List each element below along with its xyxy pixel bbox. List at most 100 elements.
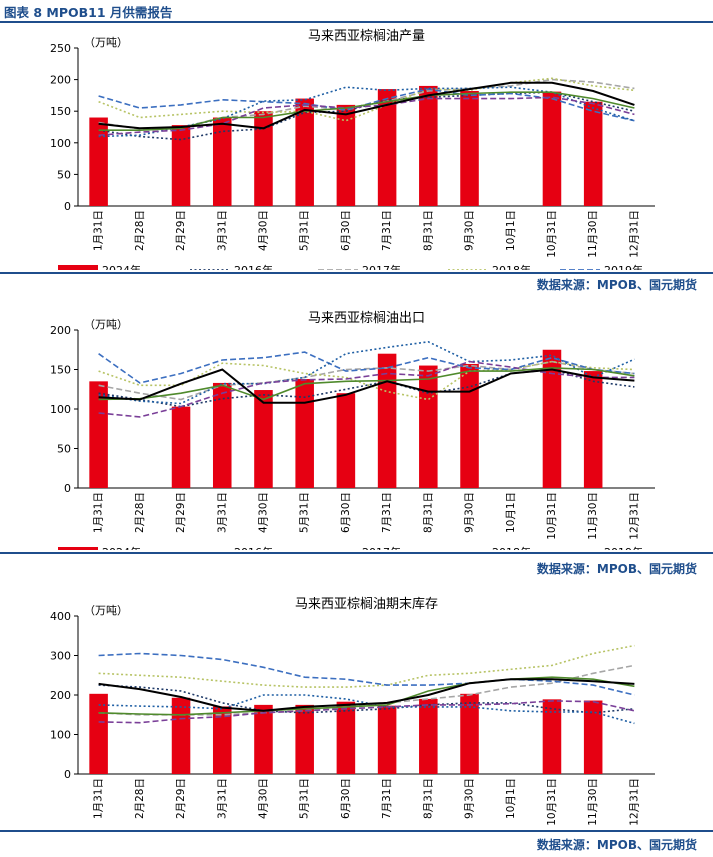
chart-ending-stocks: 马来西亚棕榈油期末库存 （万吨） 0 100 200 300 400 1月31日 2月28日 2月… bbox=[50, 596, 655, 826]
y-tick-label: 0 bbox=[64, 768, 71, 781]
series-line-2019 bbox=[98, 652, 635, 696]
bar-2024 bbox=[419, 85, 438, 206]
bar-2024 bbox=[89, 381, 108, 488]
series-line-2019 bbox=[98, 351, 635, 384]
x-tick-label: 11月30日 bbox=[587, 210, 599, 258]
bar-2024 bbox=[254, 390, 273, 488]
y-tick-label: 200 bbox=[50, 689, 71, 702]
x-tick-label: 4月30日 bbox=[257, 492, 269, 533]
y-tick-label: 250 bbox=[50, 42, 71, 55]
x-tick-label: 2月29日 bbox=[175, 778, 187, 819]
y-axis-unit-label: （万吨） bbox=[84, 36, 128, 49]
source-note-1: 数据来源：MPOB、国元期货 bbox=[536, 278, 697, 292]
x-tick-label: 5月31日 bbox=[299, 492, 311, 533]
bar-2024 bbox=[336, 701, 356, 774]
legend-label: 2017年 bbox=[362, 263, 401, 270]
x-tick-label: 6月30日 bbox=[340, 778, 352, 819]
x-tick-label: 1月31日 bbox=[93, 778, 105, 819]
x-tick-label: 9月30日 bbox=[464, 492, 476, 533]
x-tick-label: 10月31日 bbox=[546, 492, 558, 540]
bar-2024 bbox=[583, 101, 603, 206]
x-tick-label: 2月29日 bbox=[175, 492, 187, 533]
x-tick-label: 10月31日 bbox=[546, 210, 558, 258]
bar-2024 bbox=[583, 371, 603, 488]
x-tick-label: 2月29日 bbox=[175, 210, 187, 251]
divider-rule-2 bbox=[0, 552, 713, 554]
y-tick-label: 100 bbox=[50, 137, 71, 150]
figure-header: 图表 8 MPOB11 月供需报告 bbox=[0, 0, 713, 22]
x-tick-label: 6月30日 bbox=[340, 492, 352, 533]
x-tick-label: 12月31日 bbox=[628, 492, 640, 540]
bar-2024 bbox=[336, 393, 356, 488]
y-axis-unit-label: （万吨） bbox=[84, 318, 128, 331]
series-line-2022 bbox=[98, 367, 635, 401]
y-tick-label: 50 bbox=[57, 443, 71, 456]
x-tick-label: 8月31日 bbox=[422, 778, 434, 819]
x-tick-label: 2月28日 bbox=[134, 492, 146, 533]
x-tick-label: 10月1日 bbox=[505, 778, 517, 819]
x-tick-label: 9月30日 bbox=[464, 210, 476, 251]
x-tick-label: 1月31日 bbox=[93, 492, 105, 533]
series-line-2023 bbox=[98, 81, 635, 130]
bar-2024 bbox=[460, 363, 479, 488]
chart-exports: 马来西亚棕榈油出口 （万吨） 0 50 100 150 200 1月31日 2月28日 2月29日… bbox=[50, 311, 655, 550]
legend-label: 2018年 bbox=[492, 545, 531, 550]
chart-title: 马来西亚棕榈油期末库存 bbox=[295, 596, 438, 612]
series-line-2023 bbox=[98, 368, 635, 404]
bar-2024 bbox=[460, 90, 479, 206]
source-note-3: 数据来源：MPOB、国元期货 bbox=[536, 838, 697, 852]
y-tick-label: 200 bbox=[50, 74, 71, 87]
y-tick-label: 150 bbox=[50, 364, 71, 377]
bar-2024 bbox=[212, 117, 232, 206]
bar-2024 bbox=[542, 349, 562, 488]
bar-2024 bbox=[295, 378, 314, 488]
bar-2024 bbox=[377, 353, 397, 488]
y-tick-label: 100 bbox=[50, 403, 71, 416]
series-line-2016 bbox=[98, 91, 635, 141]
x-tick-label: 11月30日 bbox=[587, 778, 599, 826]
x-tick-label: 5月31日 bbox=[299, 778, 311, 819]
legend-swatch-bar bbox=[58, 265, 98, 270]
y-tick-label: 300 bbox=[50, 650, 71, 663]
x-tick-label: 10月1日 bbox=[505, 492, 517, 533]
bar-2024 bbox=[583, 700, 603, 774]
x-tick-label: 10月31日 bbox=[546, 778, 558, 826]
x-tick-label: 8月31日 bbox=[422, 492, 434, 533]
x-tick-label: 4月30日 bbox=[257, 210, 269, 251]
x-tick-label: 12月31日 bbox=[628, 210, 640, 258]
series-line-2018 bbox=[98, 644, 635, 688]
y-tick-label: 200 bbox=[50, 324, 71, 337]
bar-2024 bbox=[377, 705, 397, 774]
x-tick-label: 6月30日 bbox=[340, 210, 352, 251]
bar-2024 bbox=[171, 406, 191, 488]
bar-2024 bbox=[542, 91, 562, 206]
x-tick-label: 5月31日 bbox=[299, 210, 311, 251]
x-tick-label: 3月31日 bbox=[216, 778, 228, 819]
figure-title: 图表 8 MPOB11 月供需报告 bbox=[4, 5, 173, 20]
y-tick-label: 150 bbox=[50, 105, 71, 118]
bar-2024 bbox=[419, 698, 438, 774]
bar-2024 bbox=[295, 704, 314, 774]
x-tick-label: 8月31日 bbox=[422, 210, 434, 251]
legend-label: 2018年 bbox=[492, 263, 531, 270]
x-tick-label: 3月31日 bbox=[216, 492, 228, 533]
bar-2024 bbox=[419, 365, 438, 488]
bar-2024 bbox=[254, 704, 273, 774]
legend-label: 2024年 bbox=[102, 263, 141, 270]
legend-label: 2019年 bbox=[604, 545, 643, 550]
x-tick-label: 1月31日 bbox=[93, 210, 105, 251]
series-line-2023 bbox=[98, 678, 635, 712]
bar-2024 bbox=[89, 117, 108, 206]
y-tick-label: 0 bbox=[64, 482, 71, 495]
series-line-2020 bbox=[98, 340, 635, 405]
y-tick-label: 100 bbox=[50, 729, 71, 742]
legend-label: 2016年 bbox=[234, 545, 273, 550]
x-tick-label: 3月31日 bbox=[216, 210, 228, 251]
y-tick-label: 50 bbox=[57, 168, 71, 181]
bar-2024 bbox=[460, 693, 479, 774]
source-note-2: 数据来源：MPOB、国元期货 bbox=[536, 562, 697, 576]
bar-2024 bbox=[89, 693, 108, 774]
legend-label: 2016年 bbox=[234, 263, 273, 270]
x-tick-label: 4月30日 bbox=[257, 778, 269, 819]
y-tick-label: 0 bbox=[64, 200, 71, 213]
